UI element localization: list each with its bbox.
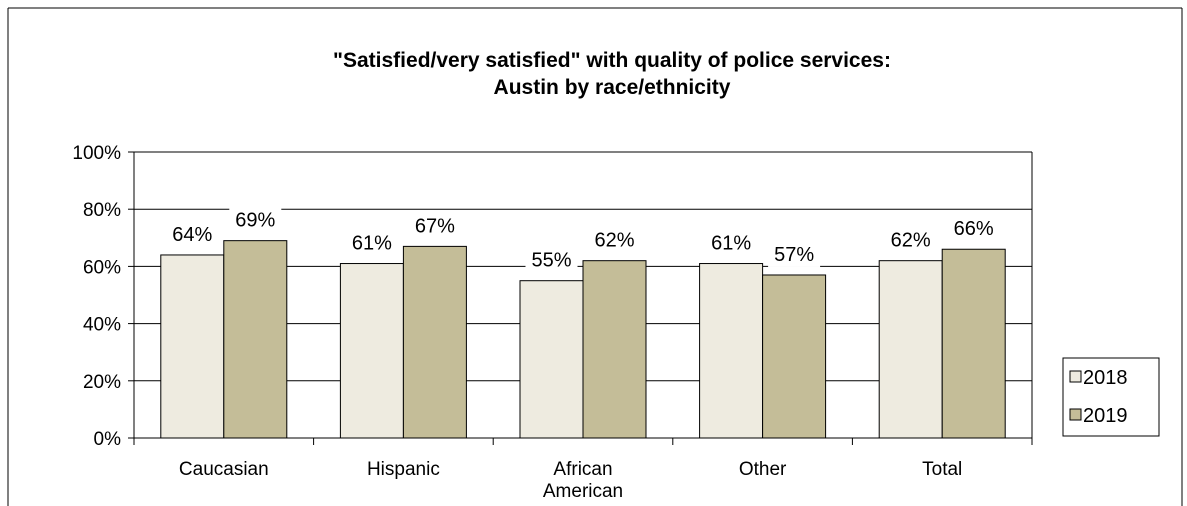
data-label-background xyxy=(408,212,461,239)
data-label: 57% xyxy=(774,244,814,266)
bar-2019-caucasian xyxy=(223,240,288,439)
bar-2019-african-american xyxy=(582,260,647,439)
data-label-background xyxy=(229,206,282,233)
bar-2019-total xyxy=(941,248,1006,439)
bar-2019-other xyxy=(762,274,827,439)
chart-title: "Satisfied/very satisfied" with quality … xyxy=(333,49,891,72)
y-tick-label: 0% xyxy=(94,429,122,450)
y-tick-label: 100% xyxy=(72,143,121,164)
data-label: 69% xyxy=(235,210,275,232)
data-label: 61% xyxy=(352,233,392,255)
bars xyxy=(160,240,1006,439)
legend-label-2019: 2019 xyxy=(1083,405,1128,427)
y-tick-label: 40% xyxy=(83,315,121,336)
data-label-background xyxy=(705,229,758,256)
data-label-background xyxy=(525,246,578,273)
chart-subtitle: Austin by race/ethnicity xyxy=(494,76,731,99)
x-tick-label: Caucasian xyxy=(179,459,269,480)
data-label: 61% xyxy=(711,233,751,255)
data-label-background xyxy=(947,215,1000,242)
x-tick-label: Hispanic xyxy=(367,459,440,480)
data-label: 67% xyxy=(415,215,455,237)
x-tick-label: African American xyxy=(543,459,623,502)
data-label: 62% xyxy=(891,230,931,252)
legend-swatch-2018 xyxy=(1069,370,1082,383)
bar-2018-hispanic xyxy=(339,263,404,439)
data-labels: 64% 69% 61% 67% 55% 62% 61% 57% 62% 66% xyxy=(166,206,1000,273)
legend-swatch-2019 xyxy=(1069,408,1082,421)
bar-2018-total xyxy=(878,260,943,439)
y-tick-label: 60% xyxy=(83,257,121,278)
bar-2019-hispanic xyxy=(402,245,467,439)
data-label-background xyxy=(768,240,821,267)
y-axis: 0% 20% 40% 60% 80% 100% xyxy=(72,143,135,450)
data-label-background xyxy=(884,226,937,253)
legend-label-2018: 2018 xyxy=(1083,367,1128,389)
data-label-background xyxy=(166,220,219,247)
data-label: 55% xyxy=(531,250,571,272)
data-label: 66% xyxy=(954,218,994,240)
x-axis: Caucasian Hispanic African American Other Tot… xyxy=(133,437,1033,502)
data-label: 62% xyxy=(594,230,634,252)
x-tick-label: Other xyxy=(739,459,787,480)
data-label-background xyxy=(588,226,641,253)
data-label-background xyxy=(345,229,398,256)
bar-2018-caucasian xyxy=(160,254,225,439)
y-tick-label: 20% xyxy=(83,372,121,393)
bar-2018-african-american xyxy=(519,280,584,439)
y-tick-label: 80% xyxy=(83,200,121,221)
data-label: 64% xyxy=(172,224,212,246)
legend: 2018 2019 xyxy=(1062,357,1160,437)
x-tick-label: Total xyxy=(922,459,962,480)
bar-2018-other xyxy=(699,263,764,439)
